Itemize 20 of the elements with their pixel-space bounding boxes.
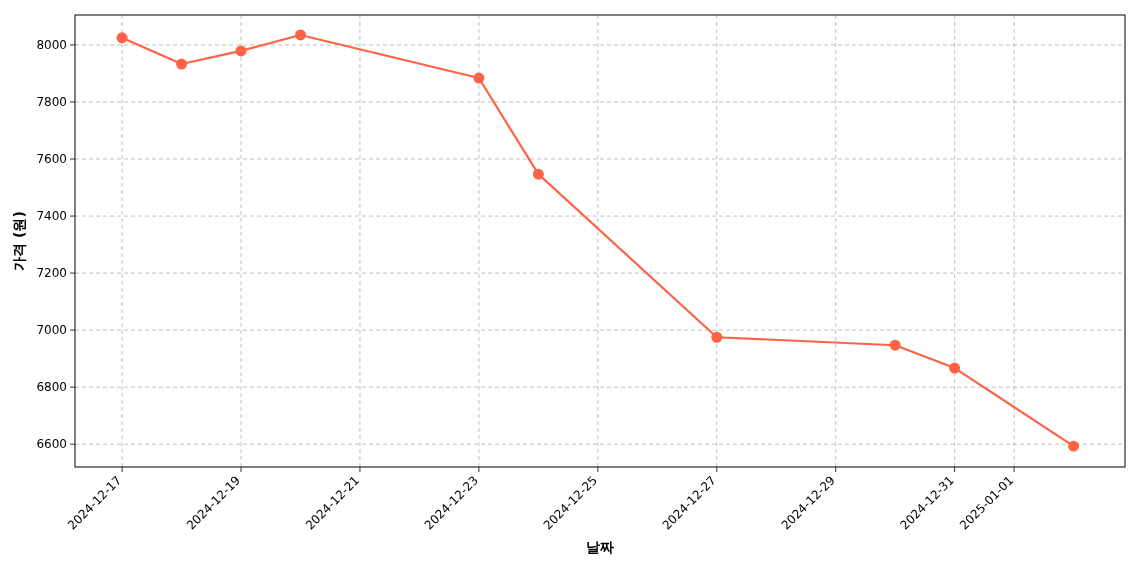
point: [176, 58, 188, 70]
point: [532, 168, 544, 180]
y-tick-label: 6800: [36, 380, 67, 395]
point: [949, 362, 961, 374]
point: [294, 29, 306, 41]
y-tick-label: 7600: [36, 152, 67, 167]
point: [1068, 440, 1080, 452]
x-axis-title: 날짜: [586, 539, 614, 555]
y-tick-label: 7200: [36, 266, 67, 281]
point: [889, 339, 901, 351]
point: [235, 45, 247, 57]
point: [116, 32, 128, 44]
y-tick-label: 7000: [36, 323, 67, 338]
point: [473, 72, 485, 84]
point: [711, 331, 723, 343]
y-tick-label: 8000: [36, 37, 67, 52]
y-axis-title: 가격 (원): [11, 211, 27, 271]
y-tick-label: 7400: [36, 209, 67, 224]
y-tick-label: 7800: [36, 94, 67, 109]
y-tick-label: 6600: [36, 437, 67, 452]
